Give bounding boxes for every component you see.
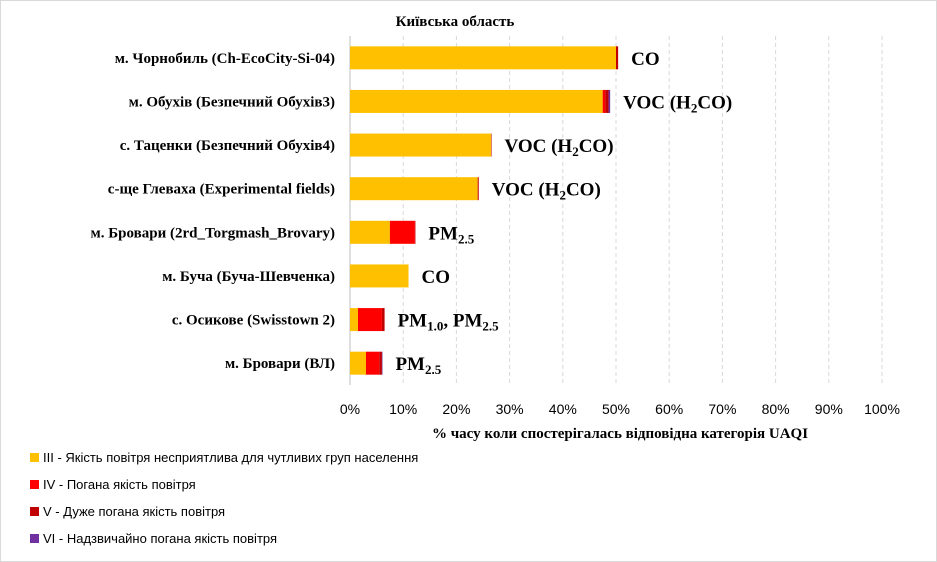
bar-segment (381, 308, 385, 332)
bar-segment (477, 177, 479, 201)
bar-segment (605, 89, 609, 113)
x-tick-label: 60% (655, 401, 683, 417)
bar-segment (350, 177, 478, 201)
legend-swatch (30, 534, 39, 543)
bar-segment (414, 220, 416, 244)
bars (350, 46, 619, 375)
category-label: м. Буча (Буча-Шевченка) (162, 269, 335, 285)
legend-label: VI - Надзвичайно погана якість повітря (43, 531, 277, 546)
category-label: м. Чорнобиль (Ch-EcoCity-Si-04) (115, 51, 335, 67)
bar-annotation: PM2.5 (428, 223, 474, 246)
x-tick-label: 80% (762, 401, 790, 417)
x-tick-label: 20% (442, 401, 470, 417)
bar-segment (379, 351, 382, 375)
bar-segment (350, 308, 358, 332)
bar-segment (350, 264, 409, 288)
x-tick-label: 0% (340, 401, 360, 417)
bar-segment (365, 351, 380, 375)
legend-swatch (30, 507, 39, 516)
category-label: с-ще Глеваха (Experimental fields) (108, 182, 335, 198)
bar-segment (350, 46, 616, 70)
bar-segment (350, 133, 491, 157)
legend-swatch (30, 453, 39, 462)
x-tick-labels: 0% 10% 20% 30% 40% 50% 60% 70% 80% 90% 100% (340, 401, 900, 417)
x-tick-label: 90% (815, 401, 843, 417)
category-label: м. Бровари (ВЛ) (225, 356, 335, 372)
legend: III - Якість повітря несприятлива для чу… (30, 450, 418, 546)
bar-annotation: PM1.0, PM2.5 (398, 311, 500, 334)
bar-segment (350, 351, 366, 375)
legend-label: V - Дуже погана якість повітря (43, 504, 225, 519)
bar-annotations: CO VOC (H2CO) VOC (H2CO) VOC (H2CO) PM2.5 CO P… (395, 49, 732, 377)
category-label: с. Осикове (Swisstown 2) (172, 313, 335, 329)
category-labels: м. Чорнобиль (Ch-EcoCity-Si-04) м. Обухів… (91, 51, 335, 372)
bar-annotation: PM2.5 (395, 354, 441, 377)
category-label: м. Бровари (2rd_Torgmash_Brovary) (91, 225, 335, 241)
bar-annotation: CO (422, 267, 451, 288)
legend-label: III - Якість повітря несприятлива для чу… (43, 450, 418, 465)
bar-segment (608, 89, 611, 113)
bar-segment (616, 46, 619, 70)
bar-segment (381, 351, 383, 375)
x-tick-label: 10% (389, 401, 417, 417)
bar-annotation: VOC (H2CO) (492, 180, 601, 203)
legend-swatch (30, 480, 39, 489)
x-tick-label: 70% (708, 401, 736, 417)
bar-annotation: VOC (H2CO) (623, 92, 732, 115)
x-tick-label: 40% (549, 401, 577, 417)
bar-segment (602, 89, 606, 113)
category-label: с. Таценки (Безпечний Обухів4) (120, 138, 335, 154)
bar-segment (350, 220, 390, 244)
bar-segment (350, 89, 603, 113)
chart-title: Київська область (396, 14, 515, 30)
bar-segment (357, 308, 382, 332)
bar-annotation: CO (631, 49, 660, 70)
x-axis-label: % часу коли спостерігалась відповідна ка… (432, 426, 808, 442)
x-tick-label: 100% (864, 401, 900, 417)
bar-segment (389, 220, 415, 244)
x-tick-label: 50% (602, 401, 630, 417)
legend-label: IV - Погана якість повітря (43, 477, 196, 492)
bar-segment (490, 133, 492, 157)
x-tick-label: 30% (496, 401, 524, 417)
category-label: м. Обухів (Безпечний Обухів3) (129, 94, 335, 110)
bar-annotation: VOC (H2CO) (505, 136, 614, 159)
